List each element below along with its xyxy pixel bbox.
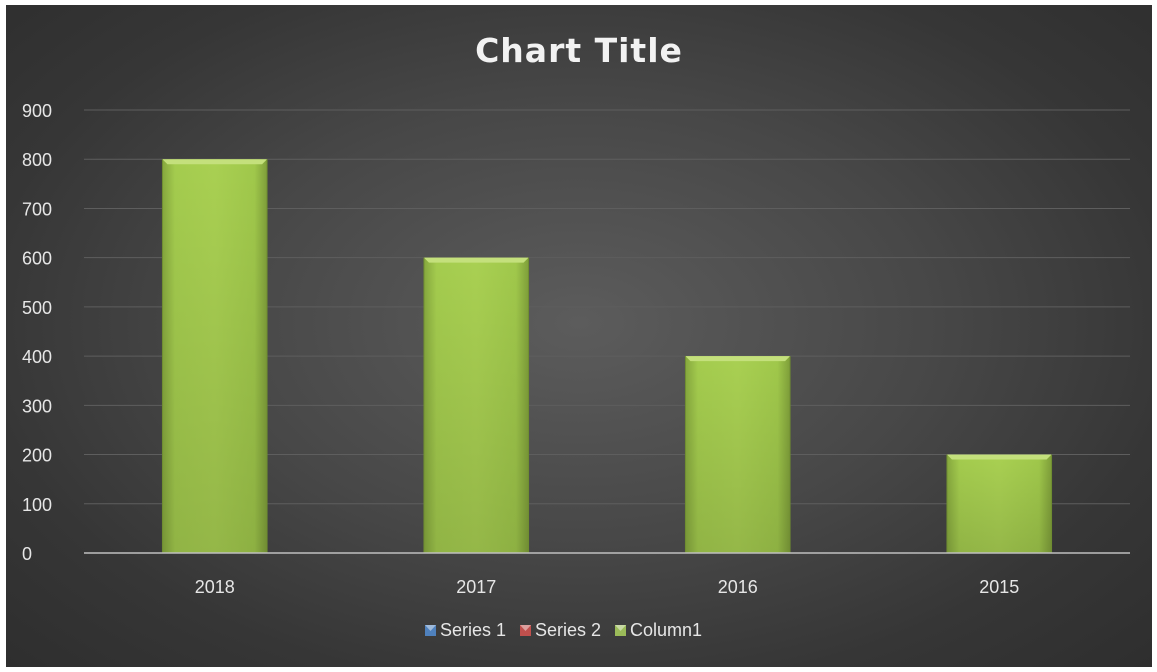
y-tick-label: 400 <box>22 347 52 367</box>
bar-shade <box>162 159 268 553</box>
y-tick-label: 600 <box>22 249 52 269</box>
legend-swatch-bevel <box>425 625 436 631</box>
bar-shade <box>423 257 529 553</box>
x-tick-label: 2018 <box>195 577 235 597</box>
bar-2015 <box>946 454 1053 553</box>
bar-top-bevel <box>423 257 529 263</box>
chart-title: Chart Title <box>475 31 683 70</box>
y-tick-label: 700 <box>22 199 52 219</box>
legend-item: Series 1 <box>425 620 506 640</box>
legend-swatch-bevel <box>520 625 531 631</box>
legend-swatch <box>520 625 531 636</box>
chart-plot: 0 100 200 300 400 500 600 700 800 900 2018 2017 2016… <box>22 101 1130 640</box>
legend-label: Column1 <box>630 620 702 640</box>
y-tick-label: 100 <box>22 495 52 515</box>
y-tick-label: 300 <box>22 396 52 416</box>
legend-item: Column1 <box>615 620 702 640</box>
legend-label: Series 2 <box>535 620 601 640</box>
legend-label: Series 1 <box>440 620 506 640</box>
legend-swatch <box>615 625 626 636</box>
bar-2016 <box>684 356 791 553</box>
chart-area: Chart Title 0 100 200 300 400 500 600 700 800 900… <box>6 5 1152 667</box>
bar-top-bevel <box>946 454 1052 460</box>
bar-2018 <box>161 159 268 553</box>
bar-top-bevel <box>685 356 791 362</box>
legend-swatch <box>425 625 436 636</box>
x-tick-label: 2017 <box>456 577 496 597</box>
bar-2017 <box>423 257 530 553</box>
bar-shade <box>685 356 791 553</box>
bar-shade <box>946 454 1052 553</box>
x-tick-label: 2016 <box>718 577 758 597</box>
y-tick-label: 900 <box>22 101 52 121</box>
y-tick-label: 500 <box>22 298 52 318</box>
x-tick-label: 2015 <box>979 577 1019 597</box>
legend-swatch-bevel <box>615 625 626 631</box>
y-tick-label: 800 <box>22 150 52 170</box>
bar-top-bevel <box>162 159 268 165</box>
y-tick-label: 200 <box>22 446 52 466</box>
legend-item: Series 2 <box>520 620 601 640</box>
y-tick-label: 0 <box>22 544 32 564</box>
